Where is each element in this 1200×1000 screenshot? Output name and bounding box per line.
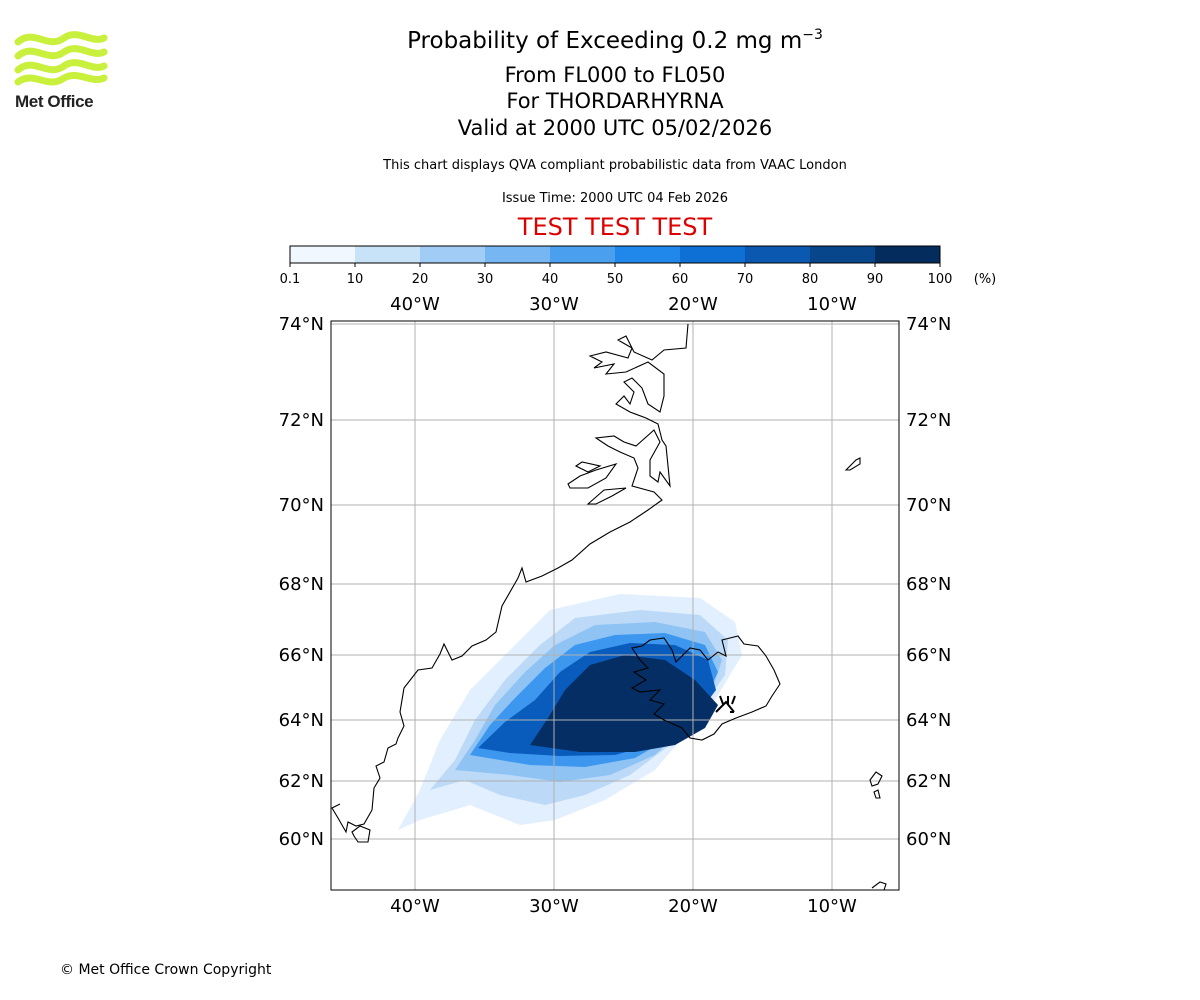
lat-label-right: 68°N (906, 574, 951, 595)
chart-title-text: Probability of Exceeding 0.2 mg m (407, 28, 803, 54)
lon-label-bottom: 20°W (668, 896, 718, 917)
ash-probability-field (398, 594, 742, 830)
gridlines (331, 321, 899, 890)
lat-label-right: 60°N (906, 829, 951, 850)
copyright-notice: © Met Office Crown Copyright (60, 962, 272, 978)
colorbar-tick-label: 30 (477, 272, 494, 287)
colorbar-cell (290, 246, 356, 263)
lon-label-bottom: 40°W (390, 896, 440, 917)
colorbar-tick-label: 80 (802, 272, 819, 287)
colorbar-tick-label: 60 (672, 272, 689, 287)
volcano-name: For THORDARHYRNA (506, 89, 724, 113)
colorbar-tick-label: 0.1 (280, 272, 301, 287)
colorbar-cell (745, 246, 811, 263)
colorbar-tick-label: 40 (542, 272, 559, 287)
logo-wave-4 (14, 71, 108, 86)
colorbar-tick-label: 10 (347, 272, 364, 287)
lat-label-left: 60°N (279, 829, 324, 850)
valid-time: Valid at 2000 UTC 05/02/2026 (457, 116, 773, 140)
shetland (871, 881, 887, 890)
greenland-inlet-1 (567, 463, 618, 489)
map-panel (330, 320, 900, 891)
colorbar-tick-label: 20 (412, 272, 429, 287)
colorbar-cell (355, 246, 421, 263)
colorbar-tick-label: 90 (867, 272, 884, 287)
colorbar-unit: (%) (974, 272, 997, 287)
lat-label-right: 72°N (906, 410, 951, 431)
longitude-labels: 40°W 40°W 30°W 30°W 20°W 20°W 10°W 10°W (390, 294, 857, 917)
colorbar-tick-label: 100 (928, 272, 953, 287)
colorbar-ticks: 0.1 10 20 30 40 50 60 70 80 90 100 (280, 263, 953, 287)
chart-title-exponent: −3 (802, 27, 823, 43)
lat-label-right: 62°N (906, 771, 951, 792)
chart-title: Probability of Exceeding 0.2 mg m−3 (0, 27, 1200, 54)
lat-label-left: 62°N (279, 771, 324, 792)
lat-label-right: 70°N (906, 495, 951, 516)
logo-waves (14, 31, 108, 86)
colorbar: 0.1 10 20 30 40 50 60 70 80 90 100 (%) (280, 245, 997, 287)
issue-time: Issue Time: 2000 UTC 04 Feb 2026 (501, 191, 729, 206)
colorbar-cells (290, 246, 941, 263)
colorbar-cell (485, 246, 551, 263)
logo-text: Met Office (15, 92, 94, 111)
prob-band-90 (530, 655, 718, 752)
lat-label-right: 74°N (906, 314, 951, 335)
colorbar-cell (420, 246, 486, 263)
met-office-logo-icon (14, 31, 108, 86)
greenland-south-tip (351, 825, 371, 843)
lat-label-left: 74°N (279, 314, 324, 335)
logo-wave-1 (14, 31, 108, 46)
lon-label-top: 40°W (390, 294, 440, 315)
lon-label-bottom: 10°W (807, 896, 857, 917)
map-frame (330, 320, 900, 891)
greenland-east-coast (331, 323, 689, 834)
colorbar-cell (615, 246, 681, 263)
lon-label-bottom: 30°W (529, 896, 579, 917)
colorbar-cell (810, 246, 876, 263)
lat-label-left: 70°N (279, 495, 324, 516)
faroe-islets (873, 789, 881, 799)
colorbar-tick-label: 50 (607, 272, 624, 287)
colorbar-cell (680, 246, 746, 263)
lat-label-left: 64°N (279, 710, 324, 731)
test-banner: TEST TEST TEST (517, 213, 713, 241)
greenland-inlet-2 (586, 487, 627, 505)
chart-description: This chart displays QVA compliant probab… (383, 158, 847, 173)
lat-label-left: 72°N (279, 410, 324, 431)
lat-label-right: 66°N (906, 645, 951, 666)
iceland-coast (630, 635, 781, 741)
logo-wave-2 (14, 45, 108, 60)
flight-level-range: From FL000 to FL050 (504, 63, 726, 87)
volcano-marker-icon (715, 695, 736, 713)
logo-wave-3 (14, 59, 108, 74)
jan-mayen (844, 457, 861, 471)
colorbar-cell (875, 246, 941, 263)
greenland-inlet-3 (574, 461, 602, 473)
coastlines (331, 323, 887, 890)
lat-label-left: 66°N (279, 645, 324, 666)
colorbar-cell (550, 246, 616, 263)
lat-label-left: 68°N (279, 574, 324, 595)
latitude-labels: 74°N 74°N 72°N 72°N 70°N 70°N 68°N 68°N 66°N 66°N… (279, 314, 952, 850)
colorbar-tick-label: 70 (737, 272, 754, 287)
lon-label-top: 20°W (668, 294, 718, 315)
lon-label-top: 10°W (807, 294, 857, 315)
lat-label-right: 64°N (906, 710, 951, 731)
lon-label-top: 30°W (529, 294, 579, 315)
faroe-islands (869, 771, 883, 787)
